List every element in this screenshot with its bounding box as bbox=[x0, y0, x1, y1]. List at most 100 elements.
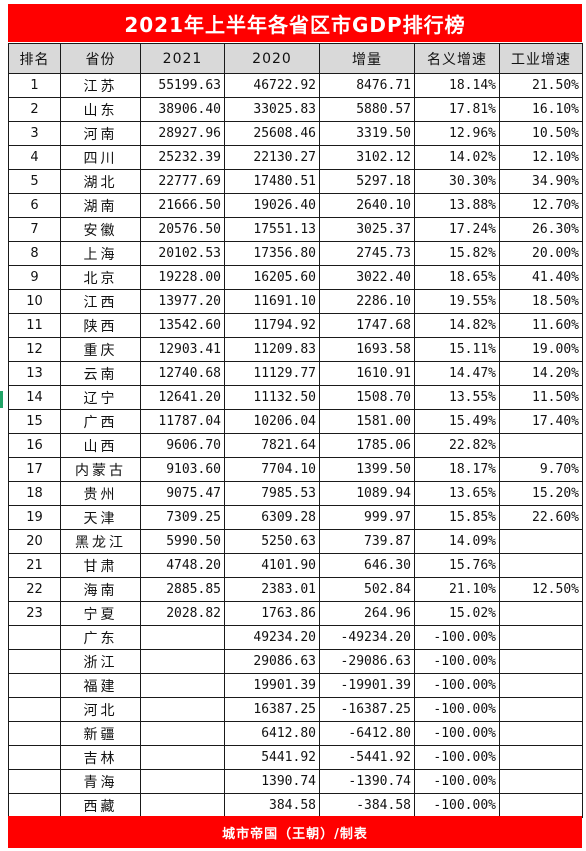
rank-cell[interactable] bbox=[8, 673, 61, 698]
gdp-2020-cell[interactable]: 19026.40 bbox=[224, 193, 320, 218]
industrial-growth-cell[interactable] bbox=[499, 721, 583, 746]
gdp-2021-cell[interactable]: 20102.53 bbox=[140, 241, 225, 266]
gdp-2021-cell[interactable]: 22777.69 bbox=[140, 169, 225, 194]
province-cell[interactable]: 青海 bbox=[60, 769, 141, 794]
province-cell[interactable]: 内蒙古 bbox=[60, 457, 141, 482]
industrial-growth-cell[interactable]: 19.00% bbox=[499, 337, 583, 362]
industrial-growth-cell[interactable]: 11.60% bbox=[499, 313, 583, 338]
nominal-growth-cell[interactable]: -100.00% bbox=[414, 673, 500, 698]
gdp-2020-cell[interactable]: 11132.50 bbox=[224, 385, 320, 410]
increase-cell[interactable]: 8476.71 bbox=[319, 73, 415, 98]
gdp-2021-cell[interactable] bbox=[140, 769, 225, 794]
province-cell[interactable]: 广西 bbox=[60, 409, 141, 434]
increase-cell[interactable]: 739.87 bbox=[319, 529, 415, 554]
province-cell[interactable]: 西藏 bbox=[60, 793, 141, 818]
header-province[interactable]: 省份 bbox=[60, 43, 141, 74]
gdp-2020-cell[interactable]: 11209.83 bbox=[224, 337, 320, 362]
increase-cell[interactable]: -1390.74 bbox=[319, 769, 415, 794]
increase-cell[interactable]: 1581.00 bbox=[319, 409, 415, 434]
gdp-2021-cell[interactable]: 9103.60 bbox=[140, 457, 225, 482]
industrial-growth-cell[interactable]: 11.50% bbox=[499, 385, 583, 410]
rank-cell[interactable]: 21 bbox=[8, 553, 61, 578]
gdp-2021-cell[interactable]: 12641.20 bbox=[140, 385, 225, 410]
gdp-2020-cell[interactable]: 29086.63 bbox=[224, 649, 320, 674]
increase-cell[interactable]: -49234.20 bbox=[319, 625, 415, 650]
industrial-growth-cell[interactable] bbox=[499, 745, 583, 770]
increase-cell[interactable]: 1693.58 bbox=[319, 337, 415, 362]
province-cell[interactable]: 陕西 bbox=[60, 313, 141, 338]
rank-cell[interactable]: 16 bbox=[8, 433, 61, 458]
industrial-growth-cell[interactable] bbox=[499, 529, 583, 554]
industrial-growth-cell[interactable]: 17.40% bbox=[499, 409, 583, 434]
province-cell[interactable]: 河北 bbox=[60, 697, 141, 722]
gdp-2020-cell[interactable]: 49234.20 bbox=[224, 625, 320, 650]
nominal-growth-cell[interactable]: 15.76% bbox=[414, 553, 500, 578]
province-cell[interactable]: 云南 bbox=[60, 361, 141, 386]
gdp-2021-cell[interactable]: 2885.85 bbox=[140, 577, 225, 602]
gdp-2021-cell[interactable] bbox=[140, 721, 225, 746]
nominal-growth-cell[interactable]: 30.30% bbox=[414, 169, 500, 194]
gdp-2020-cell[interactable]: 11129.77 bbox=[224, 361, 320, 386]
page-title[interactable]: 2021年上半年各省区市GDP排行榜 bbox=[8, 4, 582, 42]
increase-cell[interactable]: 1785.06 bbox=[319, 433, 415, 458]
nominal-growth-cell[interactable]: 17.81% bbox=[414, 97, 500, 122]
gdp-2021-cell[interactable]: 4748.20 bbox=[140, 553, 225, 578]
gdp-2021-cell[interactable]: 9075.47 bbox=[140, 481, 225, 506]
nominal-growth-cell[interactable]: 15.49% bbox=[414, 409, 500, 434]
province-cell[interactable]: 天津 bbox=[60, 505, 141, 530]
industrial-growth-cell[interactable]: 12.70% bbox=[499, 193, 583, 218]
gdp-2020-cell[interactable]: 7821.64 bbox=[224, 433, 320, 458]
province-cell[interactable]: 河南 bbox=[60, 121, 141, 146]
province-cell[interactable]: 山西 bbox=[60, 433, 141, 458]
gdp-2021-cell[interactable] bbox=[140, 697, 225, 722]
industrial-growth-cell[interactable]: 22.60% bbox=[499, 505, 583, 530]
increase-cell[interactable]: 1610.91 bbox=[319, 361, 415, 386]
increase-cell[interactable]: -16387.25 bbox=[319, 697, 415, 722]
header-nominal-growth[interactable]: 名义增速 bbox=[414, 43, 500, 74]
gdp-2021-cell[interactable]: 12740.68 bbox=[140, 361, 225, 386]
rank-cell[interactable] bbox=[8, 625, 61, 650]
gdp-2021-cell[interactable]: 5990.50 bbox=[140, 529, 225, 554]
gdp-2021-cell[interactable]: 55199.63 bbox=[140, 73, 225, 98]
gdp-2020-cell[interactable]: 1763.86 bbox=[224, 601, 320, 626]
rank-cell[interactable] bbox=[8, 649, 61, 674]
nominal-growth-cell[interactable]: -100.00% bbox=[414, 649, 500, 674]
gdp-2020-cell[interactable]: 6412.80 bbox=[224, 721, 320, 746]
nominal-growth-cell[interactable]: 18.65% bbox=[414, 265, 500, 290]
gdp-2021-cell[interactable] bbox=[140, 793, 225, 818]
gdp-2021-cell[interactable]: 9606.70 bbox=[140, 433, 225, 458]
header-increase[interactable]: 增量 bbox=[319, 43, 415, 74]
gdp-2020-cell[interactable]: 22130.27 bbox=[224, 145, 320, 170]
gdp-2021-cell[interactable]: 21666.50 bbox=[140, 193, 225, 218]
rank-cell[interactable]: 13 bbox=[8, 361, 61, 386]
gdp-2021-cell[interactable]: 13977.20 bbox=[140, 289, 225, 314]
increase-cell[interactable]: -29086.63 bbox=[319, 649, 415, 674]
gdp-2020-cell[interactable]: 19901.39 bbox=[224, 673, 320, 698]
rank-cell[interactable] bbox=[8, 793, 61, 818]
province-cell[interactable]: 上海 bbox=[60, 241, 141, 266]
footer-credit[interactable]: 城市帝国（王朝）/制表 bbox=[8, 816, 582, 848]
increase-cell[interactable]: 1747.68 bbox=[319, 313, 415, 338]
gdp-2021-cell[interactable]: 38906.40 bbox=[140, 97, 225, 122]
gdp-2020-cell[interactable]: 25608.46 bbox=[224, 121, 320, 146]
industrial-growth-cell[interactable] bbox=[499, 625, 583, 650]
industrial-growth-cell[interactable]: 20.00% bbox=[499, 241, 583, 266]
rank-cell[interactable]: 22 bbox=[8, 577, 61, 602]
industrial-growth-cell[interactable]: 9.70% bbox=[499, 457, 583, 482]
rank-cell[interactable]: 9 bbox=[8, 265, 61, 290]
gdp-2020-cell[interactable]: 1390.74 bbox=[224, 769, 320, 794]
nominal-growth-cell[interactable]: 18.17% bbox=[414, 457, 500, 482]
header-industrial-growth[interactable]: 工业增速 bbox=[499, 43, 583, 74]
nominal-growth-cell[interactable]: 19.55% bbox=[414, 289, 500, 314]
industrial-growth-cell[interactable]: 18.50% bbox=[499, 289, 583, 314]
rank-cell[interactable]: 1 bbox=[8, 73, 61, 98]
gdp-2020-cell[interactable]: 17480.51 bbox=[224, 169, 320, 194]
nominal-growth-cell[interactable]: 15.82% bbox=[414, 241, 500, 266]
industrial-growth-cell[interactable]: 12.10% bbox=[499, 145, 583, 170]
nominal-growth-cell[interactable]: 15.85% bbox=[414, 505, 500, 530]
increase-cell[interactable]: -19901.39 bbox=[319, 673, 415, 698]
province-cell[interactable]: 福建 bbox=[60, 673, 141, 698]
gdp-2020-cell[interactable]: 5250.63 bbox=[224, 529, 320, 554]
gdp-2020-cell[interactable]: 17551.13 bbox=[224, 217, 320, 242]
industrial-growth-cell[interactable]: 41.40% bbox=[499, 265, 583, 290]
